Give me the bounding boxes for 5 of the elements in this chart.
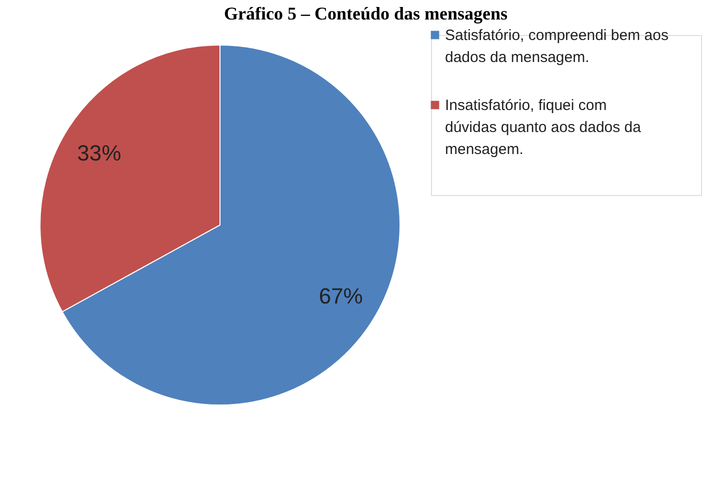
legend-label: Insatisfatório, fiquei com dúvidas quanto aos dados da mensagem.: [445, 97, 642, 158]
data-label: 33%: [77, 140, 122, 166]
chart-title: Gráfico 5 – Conteúdo das mensagens: [224, 4, 508, 24]
data-label: 67%: [318, 283, 363, 308]
legend-label: Satisfatório, compreendi bem aos dados da mensagem.: [445, 27, 668, 66]
